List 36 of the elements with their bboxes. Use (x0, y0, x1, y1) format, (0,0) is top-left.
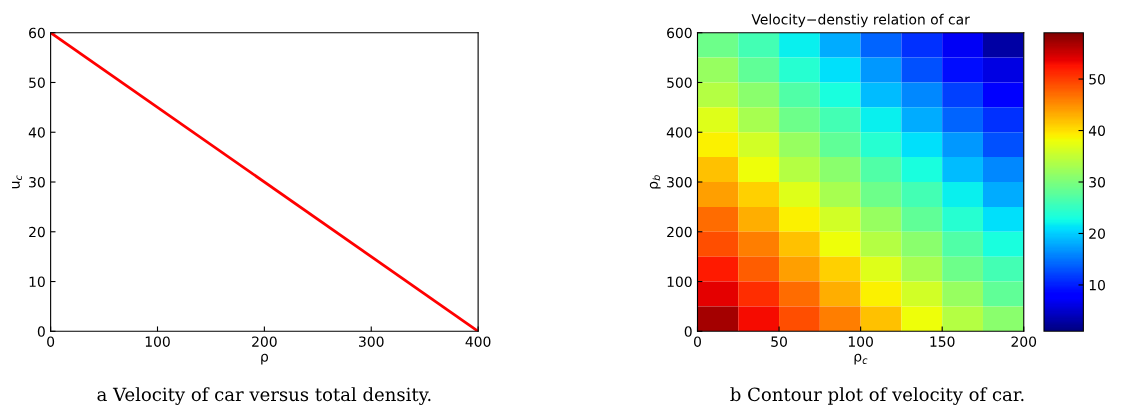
y-tick-label: 600 (667, 27, 692, 39)
x-axis-title: ρ (261, 353, 269, 365)
color-bar-label: 20 (1089, 228, 1105, 239)
x-tick-label: 100 (848, 336, 873, 347)
y-tick-label: 500 (667, 77, 692, 88)
color-bar-label: 10 (1089, 279, 1105, 291)
y-axis-title: ρ$_{b}$ (649, 175, 661, 189)
y-tick-label: 40 (28, 127, 45, 138)
y-axis-title: u$_{c}$ (11, 175, 23, 189)
x-tick-label: 400 (465, 336, 491, 347)
y-tick-label: 30 (29, 176, 45, 188)
text: a Velocity of car versus total density. (97, 387, 431, 405)
x-tick-label: 0 (47, 336, 55, 347)
y-tick-label: 50 (29, 77, 45, 88)
x-tick-label: 100 (145, 336, 170, 347)
y-tick-label: 300 (667, 176, 692, 188)
x-tick-label: 200 (1011, 336, 1037, 347)
chart-title: Velocity−denstiy relation of car (751, 13, 970, 28)
color-bar-label: 30 (1089, 176, 1105, 188)
x-tick-label: 50 (771, 336, 787, 347)
y-tick-label: 200 (667, 226, 692, 238)
x-axis-title: ρ$_{c}$ (854, 353, 868, 365)
y-tick-label: 100 (667, 276, 692, 287)
y-tick-label: 20 (29, 226, 45, 238)
y-tick-label: 10 (29, 276, 45, 287)
x-tick-label: 300 (359, 336, 384, 347)
color-bar-label: 40 (1088, 125, 1105, 136)
x-tick-label: 0 (694, 336, 701, 347)
text: b Contour plot of velocity of car. (730, 387, 1024, 405)
y-tick-label: 60 (29, 27, 45, 39)
x-tick-label: 150 (930, 336, 955, 347)
y-tick-label: 400 (666, 127, 692, 138)
color-bar-label: 50 (1089, 74, 1105, 85)
y-tick-label: 0 (684, 326, 692, 337)
x-tick-label: 200 (252, 336, 277, 347)
y-tick-label: 0 (37, 326, 45, 337)
